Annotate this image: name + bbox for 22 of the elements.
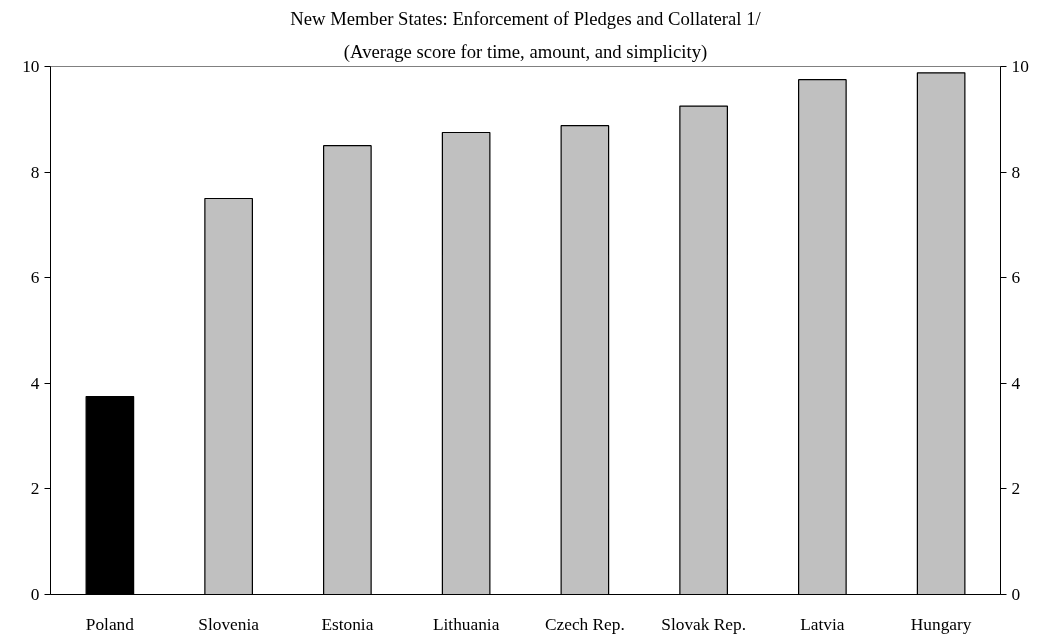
y2-tick-label: 0 [1011, 585, 1021, 604]
chart-subtitle: (Average score for time, amount, and simplicity) [343, 40, 708, 63]
y-tick-label: 10 [22, 57, 40, 76]
y-tick-label: 2 [30, 479, 40, 499]
x-tick-label: Lithuania [432, 614, 500, 634]
y-tick-label: 8 [30, 162, 40, 182]
y2-tick-label: 6 [1011, 268, 1021, 288]
y2-tick-label: 8 [1011, 162, 1021, 182]
x-tick-label: Slovak Rep. [661, 614, 746, 634]
y-tick-label: 4 [30, 373, 40, 393]
chart-title: New Member States: Enforcement of Pledges and Collateral 1/ [290, 7, 762, 29]
y-tick-label: 6 [30, 268, 40, 288]
x-tick-label: Poland [85, 614, 135, 634]
y2-tick-label: 4 [1011, 373, 1021, 393]
y2-tick-label: 10 [1011, 57, 1029, 76]
y-tick-label: 0 [30, 585, 40, 604]
x-tick-label: Hungary [910, 614, 972, 634]
x-tick-label: Estonia [321, 614, 374, 634]
x-tick-label: Slovenia [198, 614, 260, 634]
y2-tick-label: 2 [1011, 479, 1021, 499]
x-tick-label: Latvia [800, 614, 845, 634]
x-tick-label: Czech Rep. [544, 614, 625, 634]
